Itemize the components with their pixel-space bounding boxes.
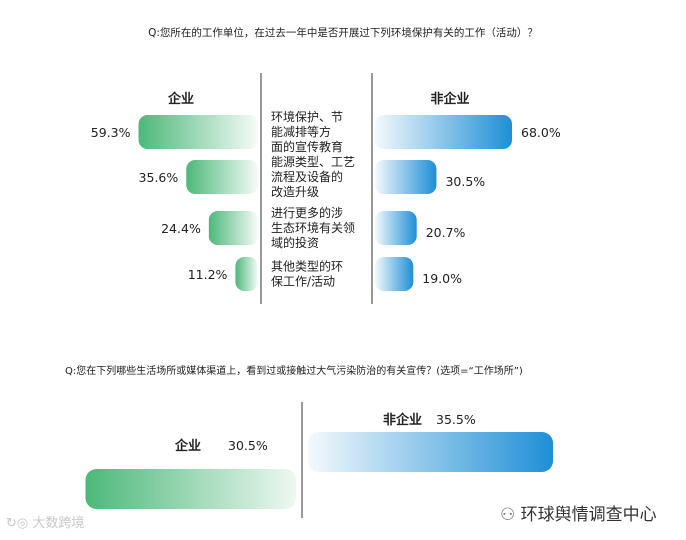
wechat-icon: ⚇	[500, 505, 516, 525]
bar-enterprise-3	[208, 211, 258, 245]
label-enterprise-1: 59.3%	[91, 125, 131, 140]
chart1-title: Q:您所在的工作单位，在过去一年中是否开展过下列环境保护有关的工作（活动）？	[148, 26, 538, 39]
bar-enterprise-4	[235, 257, 258, 291]
label-enterprise-4: 11.2%	[188, 267, 228, 282]
chart2-name-nonenterprise: 非企业	[383, 412, 422, 428]
chart2-title: Q:您在下列哪些生活场所或媒体渠道上，看到过或接触过大气污染防治的有关宣传？(选…	[65, 364, 523, 377]
chart2-label-enterprise: 30.5%	[228, 438, 268, 453]
chart2-label-nonenterprise: 35.5%	[436, 412, 476, 427]
category-4-line-2: 保工作/活动	[271, 275, 335, 289]
watermark-right-text: 环球舆情调查中心	[520, 505, 657, 525]
chart2-bar-nonenterprise	[308, 432, 553, 472]
label-nonenterprise-1: 68.0%	[521, 125, 561, 140]
watermark-right: ⚇ 环球舆情调查中心	[500, 500, 657, 525]
watermark-left-icon: ↻◎	[6, 516, 29, 531]
category-3-line-2: 生态环境有关领	[271, 220, 355, 235]
label-nonenterprise-2: 30.5%	[445, 174, 485, 189]
bar-enterprise-1	[138, 115, 258, 149]
category-3-line-3: 域的投资	[271, 235, 319, 250]
category-2-line-2: 流程及设备的	[271, 169, 343, 184]
bar-nonenterprise-3	[375, 211, 417, 245]
watermark-left-text: 大数跨境	[32, 516, 85, 531]
category-1-line-3: 面的宣传教育	[271, 139, 343, 154]
bar-nonenterprise-2	[375, 160, 437, 194]
watermark-left: ↻◎ 大数跨境	[6, 512, 84, 531]
category-2-line-1: 能源类型、工艺	[271, 155, 355, 169]
chart2-bar-enterprise	[85, 469, 296, 509]
chart1-legend-nonenterprise: 非企业	[430, 91, 469, 107]
chart2-name-enterprise: 企业	[174, 438, 201, 454]
category-2-line-3: 改造升级	[271, 185, 319, 199]
bar-enterprise-2	[186, 160, 258, 194]
label-enterprise-2: 35.6%	[139, 170, 179, 185]
category-1-line-2: 能减排等方	[271, 124, 331, 139]
label-nonenterprise-3: 20.7%	[426, 225, 466, 240]
bar-nonenterprise-1	[375, 115, 512, 149]
label-enterprise-3: 24.4%	[161, 221, 201, 236]
category-3-line-1: 进行更多的涉	[271, 205, 343, 220]
label-nonenterprise-4: 19.0%	[422, 271, 462, 286]
category-1-line-1: 环境保护、节	[271, 109, 343, 124]
bar-nonenterprise-4	[375, 257, 414, 291]
category-4-line-1: 其他类型的环	[271, 259, 343, 274]
chart1-legend-enterprise: 企业	[167, 91, 194, 107]
